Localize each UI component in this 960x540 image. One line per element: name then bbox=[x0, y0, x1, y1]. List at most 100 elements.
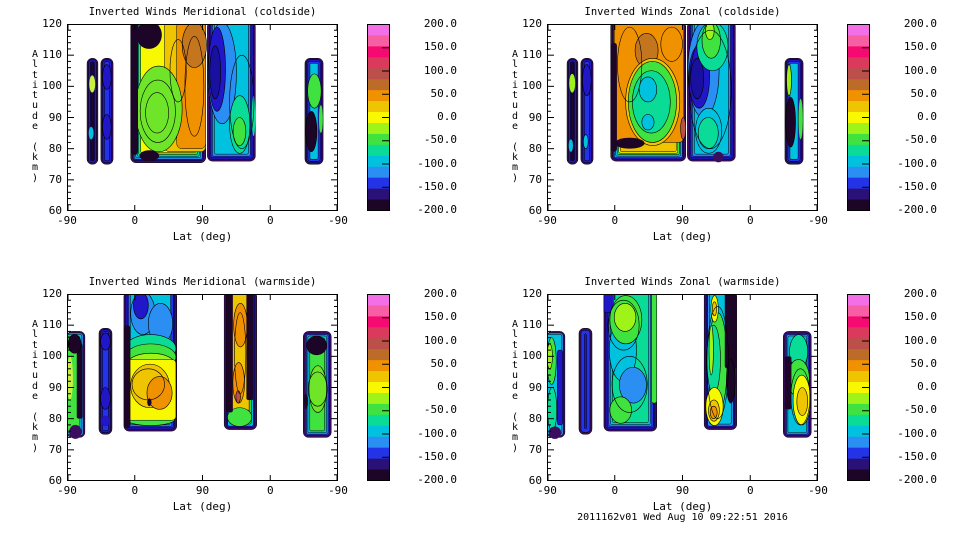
x-tick-label: 0 bbox=[611, 484, 619, 497]
colorbar-tick-label: -200.0 bbox=[897, 203, 937, 216]
panel-meridional-warmside: Inverted Winds Meridional (warmside) 120… bbox=[32, 276, 457, 513]
colorbar-tick-label: -150.0 bbox=[897, 449, 937, 463]
colorbar-tick-label: 0.0 bbox=[917, 110, 937, 123]
x-tick-label: 0 bbox=[746, 484, 754, 497]
colorbar-tick-label: 150.0 bbox=[903, 310, 937, 324]
contour-plot bbox=[67, 294, 338, 481]
colorbar-tick-label: 100.0 bbox=[903, 333, 937, 347]
y-tick-label: 70 bbox=[528, 442, 542, 456]
panel-zonal-warmside: Inverted Winds Zonal (warmside) 120 110 10… bbox=[512, 276, 937, 513]
y-tick-label: 110 bbox=[522, 48, 542, 62]
x-axis-label: Lat (deg) bbox=[652, 230, 713, 243]
timestamp-annotation: 2011162v01 Wed Aug 10 09:22:51 2016 bbox=[577, 512, 788, 523]
y-tick-label: 120 bbox=[42, 287, 62, 300]
x-axis-label: Lat (deg) bbox=[652, 500, 713, 513]
y-tick-label: 100 bbox=[522, 349, 542, 363]
y-tick-label: 60 bbox=[528, 474, 542, 487]
y-tick-label: 90 bbox=[528, 380, 542, 394]
colorbar-tick-label: 100.0 bbox=[903, 63, 937, 77]
colorbar-tick-label: -100.0 bbox=[897, 156, 937, 170]
y-tick-label: 110 bbox=[42, 48, 62, 62]
x-tick-label: -90 bbox=[808, 214, 828, 227]
y-axis-label: A l t i t u d e ( k m ) bbox=[31, 49, 39, 184]
x-tick-label: 0 bbox=[266, 484, 274, 497]
colorbar-tick-label: -100.0 bbox=[417, 156, 457, 170]
panel-title: Inverted Winds Meridional (warmside) bbox=[88, 276, 317, 288]
y-tick-label: 120 bbox=[522, 287, 542, 300]
y-tick-label: 110 bbox=[522, 318, 542, 332]
y-tick-label: 90 bbox=[528, 110, 542, 124]
colorbar-tick-label: -100.0 bbox=[417, 426, 457, 440]
colorbar-tick-label: 150.0 bbox=[423, 40, 457, 54]
x-tick-label: -90 bbox=[328, 214, 348, 227]
colorbar-tick-label: -50.0 bbox=[423, 133, 457, 147]
y-tick-label: 70 bbox=[48, 442, 62, 456]
contour-plot bbox=[67, 24, 338, 211]
colorbar bbox=[847, 24, 870, 211]
colorbar-tick-label: 100.0 bbox=[423, 333, 457, 347]
colorbar-tick-label: 150.0 bbox=[423, 310, 457, 324]
x-tick-label: 0 bbox=[131, 214, 139, 227]
x-tick-label: 90 bbox=[675, 214, 690, 227]
colorbar-tick-label: 100.0 bbox=[423, 63, 457, 77]
x-tick-label: -90 bbox=[808, 484, 828, 497]
colorbar-tick-label: -150.0 bbox=[417, 449, 457, 463]
x-tick-label: -90 bbox=[328, 484, 348, 497]
colorbar-tick-label: -150.0 bbox=[417, 179, 457, 193]
x-tick-label: -90 bbox=[537, 214, 557, 227]
y-axis-label: A l t i t u d e ( k m ) bbox=[31, 319, 39, 454]
y-tick-label: 60 bbox=[48, 204, 62, 217]
colorbar-tick-label: -200.0 bbox=[417, 473, 457, 486]
colorbar bbox=[847, 294, 870, 481]
colorbar-tick-label: 50.0 bbox=[430, 356, 458, 370]
panel-title: Inverted Winds Zonal (coldside) bbox=[584, 6, 781, 18]
colorbar-tick-label: 0.0 bbox=[917, 380, 937, 393]
colorbar-tick-label: 200.0 bbox=[903, 17, 937, 30]
x-tick-label: 0 bbox=[746, 214, 754, 227]
colorbar-tick-label: -50.0 bbox=[903, 133, 937, 147]
colorbar-tick-label: -50.0 bbox=[423, 403, 457, 417]
x-tick-label: -90 bbox=[57, 214, 77, 227]
panel-meridional-coldside: Inverted Winds Meridional (coldside) 120… bbox=[32, 6, 457, 243]
x-tick-label: 0 bbox=[266, 214, 274, 227]
y-tick-label: 60 bbox=[528, 204, 542, 217]
x-tick-label: 0 bbox=[611, 214, 619, 227]
y-tick-label: 120 bbox=[42, 17, 62, 30]
colorbar-tick-label: 200.0 bbox=[903, 287, 937, 300]
colorbar-tick-label: -150.0 bbox=[897, 179, 937, 193]
colorbar-tick-label: 0.0 bbox=[437, 380, 457, 393]
colorbar-tick-label: 200.0 bbox=[423, 17, 457, 30]
y-tick-label: 70 bbox=[48, 172, 62, 186]
y-tick-label: 100 bbox=[42, 349, 62, 363]
x-tick-label: -90 bbox=[57, 484, 77, 497]
y-tick-label: 100 bbox=[522, 79, 542, 93]
colorbar-tick-label: 0.0 bbox=[437, 110, 457, 123]
x-axis-label: Lat (deg) bbox=[172, 230, 233, 243]
y-tick-label: 80 bbox=[48, 411, 62, 425]
x-tick-label: 90 bbox=[195, 214, 210, 227]
y-tick-label: 80 bbox=[48, 141, 62, 155]
y-tick-label: 90 bbox=[48, 380, 62, 394]
y-tick-label: 60 bbox=[48, 474, 62, 487]
x-axis-label: Lat (deg) bbox=[172, 500, 233, 513]
colorbar-tick-label: 200.0 bbox=[423, 287, 457, 300]
colorbar-tick-label: -200.0 bbox=[897, 473, 937, 486]
x-tick-label: -90 bbox=[537, 484, 557, 497]
panel-title: Inverted Winds Zonal (warmside) bbox=[584, 276, 781, 288]
contour-plot bbox=[547, 24, 818, 211]
colorbar-tick-label: 50.0 bbox=[910, 86, 938, 100]
y-tick-label: 80 bbox=[528, 411, 542, 425]
colorbar-tick-label: 50.0 bbox=[430, 86, 458, 100]
y-tick-label: 100 bbox=[42, 79, 62, 93]
y-tick-label: 80 bbox=[528, 141, 542, 155]
colorbar-tick-label: -200.0 bbox=[417, 203, 457, 216]
y-tick-label: 90 bbox=[48, 110, 62, 124]
colorbar bbox=[367, 294, 390, 481]
colorbar-tick-label: 50.0 bbox=[910, 356, 938, 370]
contour-plot bbox=[547, 294, 818, 481]
x-tick-label: 90 bbox=[675, 484, 690, 497]
x-tick-label: 0 bbox=[131, 484, 139, 497]
colorbar bbox=[367, 24, 390, 211]
y-axis-label: A l t i t u d e ( k m ) bbox=[511, 49, 519, 184]
